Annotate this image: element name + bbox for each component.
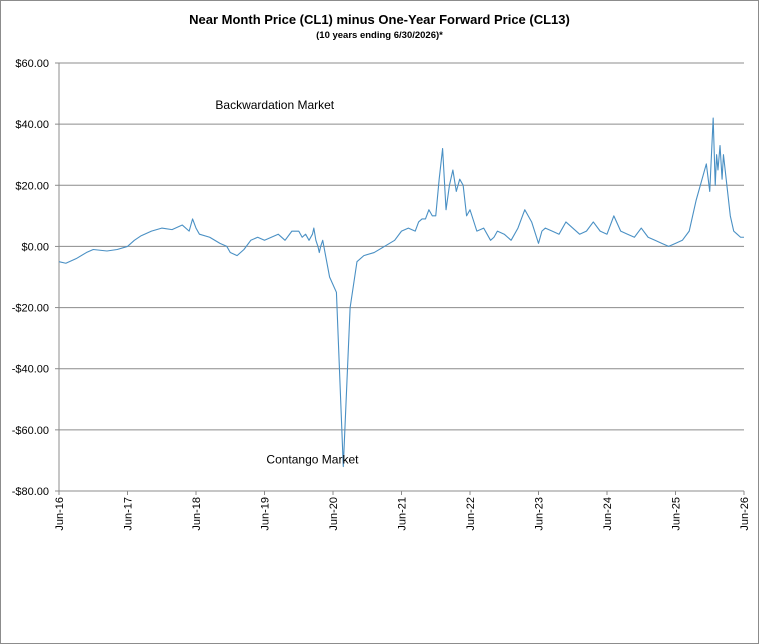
gridlines xyxy=(58,62,744,492)
y-tick-label: $0.00 xyxy=(21,241,49,253)
x-tick-label: Jun-25 xyxy=(671,497,683,531)
chart-title: Near Month Price (CL1) minus One-Year Fo… xyxy=(189,12,570,27)
y-axis-ticks: $60.00 $40.00 $20.00 $0.00 -$20.00 -$40.00 -$6… xyxy=(12,58,59,498)
annotations: Backwardation Market Contango Market xyxy=(215,98,359,467)
x-tick-label: Jun-23 xyxy=(534,497,546,531)
x-tick-label: Jun-18 xyxy=(191,497,203,531)
x-tick-label: Jun-26 xyxy=(739,497,751,531)
y-tick-label: $60.00 xyxy=(15,58,49,70)
y-tick-label: $40.00 xyxy=(15,119,49,131)
x-tick-label: Jun-24 xyxy=(602,497,614,531)
series-line xyxy=(58,117,744,468)
x-tick-label: Jun-16 xyxy=(54,497,66,531)
x-tick-label: Jun-21 xyxy=(397,497,409,531)
y-tick-label: -$20.00 xyxy=(12,303,49,315)
x-axis-ticks: Jun-16 Jun-17 Jun-18 Jun-19 Jun-20 Jun-21 Jun-… xyxy=(54,491,751,531)
x-tick-label: Jun-20 xyxy=(328,497,340,531)
y-tick-label: -$60.00 xyxy=(12,425,49,437)
x-tick-label: Jun-17 xyxy=(123,497,135,531)
x-tick-label: Jun-19 xyxy=(260,497,272,531)
annotation-label: Contango Market xyxy=(266,452,359,466)
y-tick-label: -$40.00 xyxy=(12,364,49,376)
chart-subtitle: (10 years ending 6/30/2026)* xyxy=(316,30,443,41)
y-tick-label: -$80.00 xyxy=(12,486,49,498)
x-tick-label: Jun-22 xyxy=(465,497,477,531)
y-tick-label: $20.00 xyxy=(15,180,49,192)
series-layer xyxy=(58,117,744,468)
annotation-label: Backwardation Market xyxy=(215,98,334,112)
